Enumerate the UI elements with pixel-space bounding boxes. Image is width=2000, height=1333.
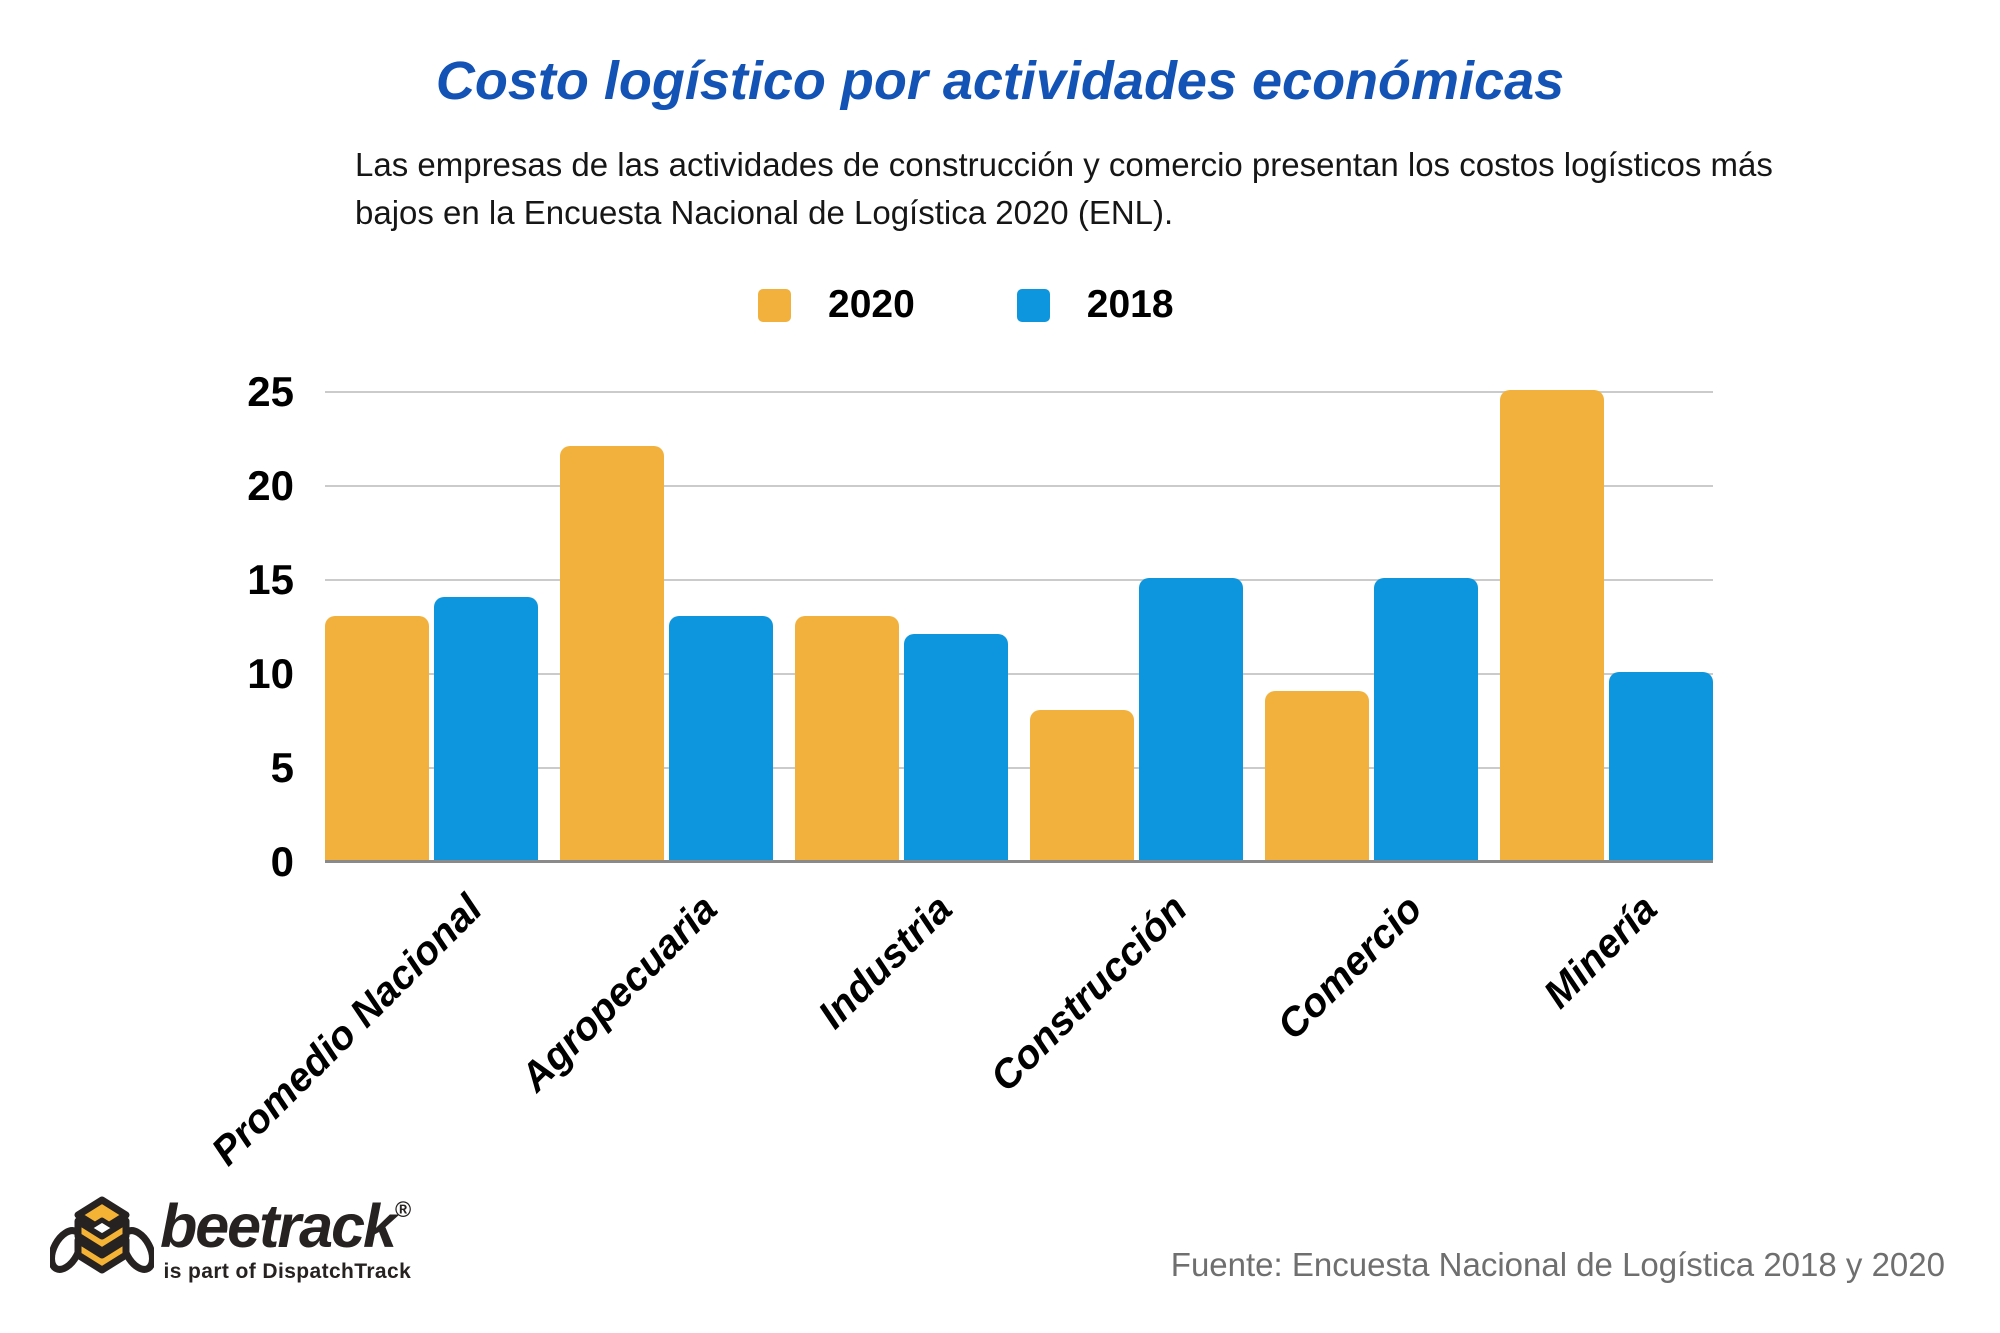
bar-2018-mineria <box>1609 672 1713 860</box>
chart-subtitle: Las empresas de las actividades de const… <box>355 146 1773 231</box>
beetrack-logo: beetrack® is part of DispatchTrack <box>50 1194 411 1290</box>
gridline-20 <box>325 485 1713 487</box>
bar-2018-industria <box>904 634 1008 860</box>
y-tick-label-10: 10 <box>247 650 294 697</box>
legend-swatch-2020 <box>758 288 791 322</box>
y-tick-label-25: 25 <box>247 368 294 415</box>
beetrack-bee-icon <box>50 1196 154 1274</box>
legend-swatch-2018 <box>1016 288 1050 322</box>
registered-mark: ® <box>394 1197 412 1222</box>
bar-2020-comercio <box>1265 690 1369 860</box>
bar-2020-industria <box>795 615 899 860</box>
bar-2018-promedio-nacional <box>434 596 538 860</box>
source-caption: Fuente: Encuesta Nacional de Logística 2… <box>1170 1246 1945 1283</box>
y-tick-label-15: 15 <box>247 556 294 603</box>
y-tick-label-5: 5 <box>270 744 294 791</box>
gridline-10 <box>325 673 1713 675</box>
legend-item-2018: 2018 <box>1016 283 1174 327</box>
brand-tagline: is part of DispatchTrack <box>163 1260 412 1283</box>
bar-2020-construccion <box>1030 709 1134 860</box>
brand-name-text: beetrack <box>160 1192 397 1260</box>
beetrack-wordmark-block: beetrack® is part of DispatchTrack <box>160 1196 411 1284</box>
bar-2018-agropecuaria <box>669 615 773 860</box>
legend-label-2018: 2018 <box>1086 283 1174 326</box>
legend-label-2020: 2020 <box>828 283 915 326</box>
gridline-15 <box>325 579 1713 581</box>
bar-chart-plot-area <box>325 390 1713 863</box>
bar-2020-promedio-nacional <box>325 615 429 860</box>
bar-2018-construccion <box>1139 578 1243 860</box>
y-tick-label-0: 0 <box>270 838 294 885</box>
bar-2020-mineria <box>1500 390 1604 860</box>
legend-item-2020: 2020 <box>758 283 915 327</box>
y-tick-label-20: 20 <box>247 462 294 509</box>
gridline-5 <box>325 767 1713 769</box>
gridline-25 <box>325 391 1713 393</box>
x-axis-line <box>325 860 1713 863</box>
chart-legend: 2020 2018 <box>758 283 1174 327</box>
bar-2018-comercio <box>1374 578 1478 860</box>
brand-wordmark: beetrack® <box>160 1196 411 1257</box>
bar-2020-agropecuaria <box>560 446 664 860</box>
chart-title: Costo logístico por actividades económic… <box>435 51 1565 111</box>
